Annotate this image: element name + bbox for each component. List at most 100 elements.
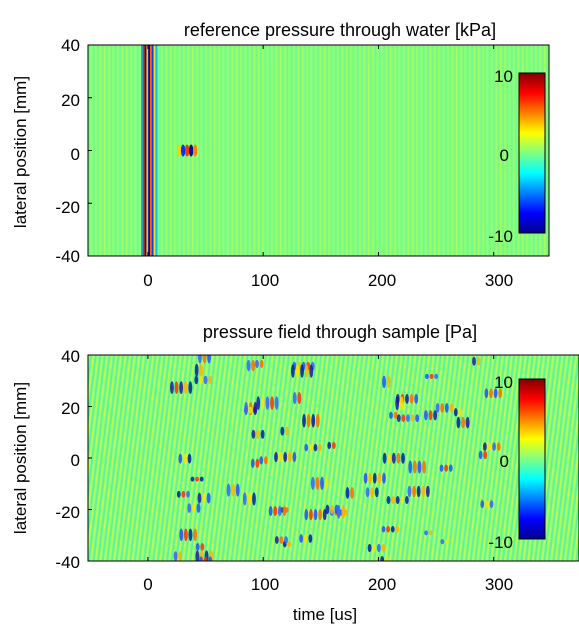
wave-packet-band (381, 525, 386, 533)
wave-packet-band (202, 492, 206, 504)
wave-packet-band (226, 483, 231, 497)
wavefront-band (151, 45, 154, 256)
axis-ticks (88, 354, 495, 562)
wave-packet-band (304, 364, 309, 378)
wave-packet-band (287, 541, 292, 548)
wave-packet-band (179, 381, 184, 394)
wave-packet-band (382, 472, 386, 484)
wave-packet-band (183, 528, 188, 542)
x-axis-label: time [us] (293, 605, 357, 624)
wave-packet-band (176, 490, 181, 498)
wave-packet-band (408, 460, 413, 474)
colorbar-tick-label: 10 (494, 373, 513, 392)
y-tick-labels: 40 20 0 -20 -40 (55, 347, 80, 572)
wave-packet-band (309, 364, 314, 378)
wave-packet-band (376, 543, 381, 553)
wave-packet-band (444, 464, 449, 472)
wave-packet-band (180, 144, 186, 157)
x-tick-label: 300 (485, 575, 513, 594)
wavefront-band (149, 45, 153, 256)
wave-packet-band (196, 503, 201, 514)
wave-packet-band (260, 396, 265, 410)
colorbar-tick-label: 10 (494, 67, 513, 86)
wave-packet-band (287, 451, 292, 463)
wave-packet-band (377, 472, 382, 484)
wave-packet-band (399, 396, 404, 411)
wave-packet-band (197, 492, 202, 504)
wave-packet-band (476, 356, 481, 366)
wave-packet-band (372, 543, 377, 553)
field-features (170, 355, 503, 561)
y-tick-label: 20 (61, 91, 80, 110)
wave-packet-band (484, 388, 489, 399)
wave-packet-band (496, 442, 501, 451)
wave-packet-band (303, 534, 308, 543)
wave-packet-band (282, 505, 287, 517)
wave-packet-band (374, 487, 379, 498)
wave-packet-band (195, 550, 200, 561)
wave-packet-band (395, 396, 400, 411)
wave-packet-band (341, 504, 346, 519)
wave-packet-band (194, 363, 199, 377)
wavefront-band (144, 45, 147, 256)
wave-packet-band (231, 483, 236, 497)
wave-packet-band (315, 476, 320, 490)
wave-packet-band (199, 556, 203, 561)
plot-background (88, 45, 549, 256)
wave-packet-band (188, 144, 194, 157)
wave-packet-band (248, 406, 253, 414)
wave-packet-band (181, 490, 186, 498)
wave-packet-band (270, 396, 274, 410)
wave-packet-band (284, 536, 288, 544)
wave-packet-band (325, 504, 330, 515)
wave-packet-band (290, 364, 295, 378)
wave-packet-band (299, 534, 304, 543)
wave-packet-band (195, 476, 199, 482)
wave-packet-band (478, 450, 483, 460)
wave-packet-band (283, 451, 288, 463)
wave-packet-band (435, 403, 440, 413)
wave-packet-band (208, 375, 213, 385)
wave-packet-band (458, 408, 463, 417)
wave-packet-band (318, 509, 323, 521)
wave-packet-band (434, 373, 439, 379)
wave-packet-band (487, 442, 492, 451)
wave-packet-band (173, 551, 178, 561)
colorbar-tick-label: 0 (500, 452, 509, 471)
y-tick-label: 40 (61, 36, 80, 55)
colorbar-gradient (518, 72, 546, 234)
wave-packet-band (324, 476, 329, 490)
wave-packet-band (178, 453, 183, 464)
wave-packet-band (444, 403, 449, 413)
wave-packet-band (285, 426, 289, 436)
x-tick-label: 200 (368, 271, 396, 290)
wave-packet-band (386, 496, 391, 505)
wave-packet-band (265, 396, 270, 410)
wave-packet-band (421, 485, 426, 498)
wave-packet-band (176, 144, 182, 157)
wave-packet-band (489, 388, 493, 399)
x-tick-labels: 0 100 200 300 (143, 271, 513, 290)
wave-packet-band (350, 486, 355, 499)
wave-packet-band (235, 483, 240, 497)
wave-packet-band (187, 453, 192, 464)
wave-packet-band (192, 144, 198, 157)
x-tick-label: 100 (251, 575, 279, 594)
x-tick-label: 0 (143, 575, 152, 594)
wave-packet-band (461, 416, 465, 429)
wave-packet-band (308, 443, 313, 452)
y-tick-label: -40 (55, 247, 80, 266)
wave-packet-band (407, 485, 412, 498)
wave-packet-band (263, 456, 268, 465)
wavefront-band (153, 45, 156, 256)
wave-packet-band (274, 536, 279, 544)
wave-packet-band (199, 375, 203, 385)
wave-packet-band (382, 375, 386, 389)
wave-packet-band (194, 375, 199, 385)
wave-packet-band (382, 452, 387, 464)
wave-packet-band (414, 393, 419, 404)
wave-packet-band (440, 403, 445, 413)
wave-packet-band (256, 429, 260, 439)
wave-packet-band (279, 536, 284, 544)
wave-packet-band (203, 556, 208, 561)
